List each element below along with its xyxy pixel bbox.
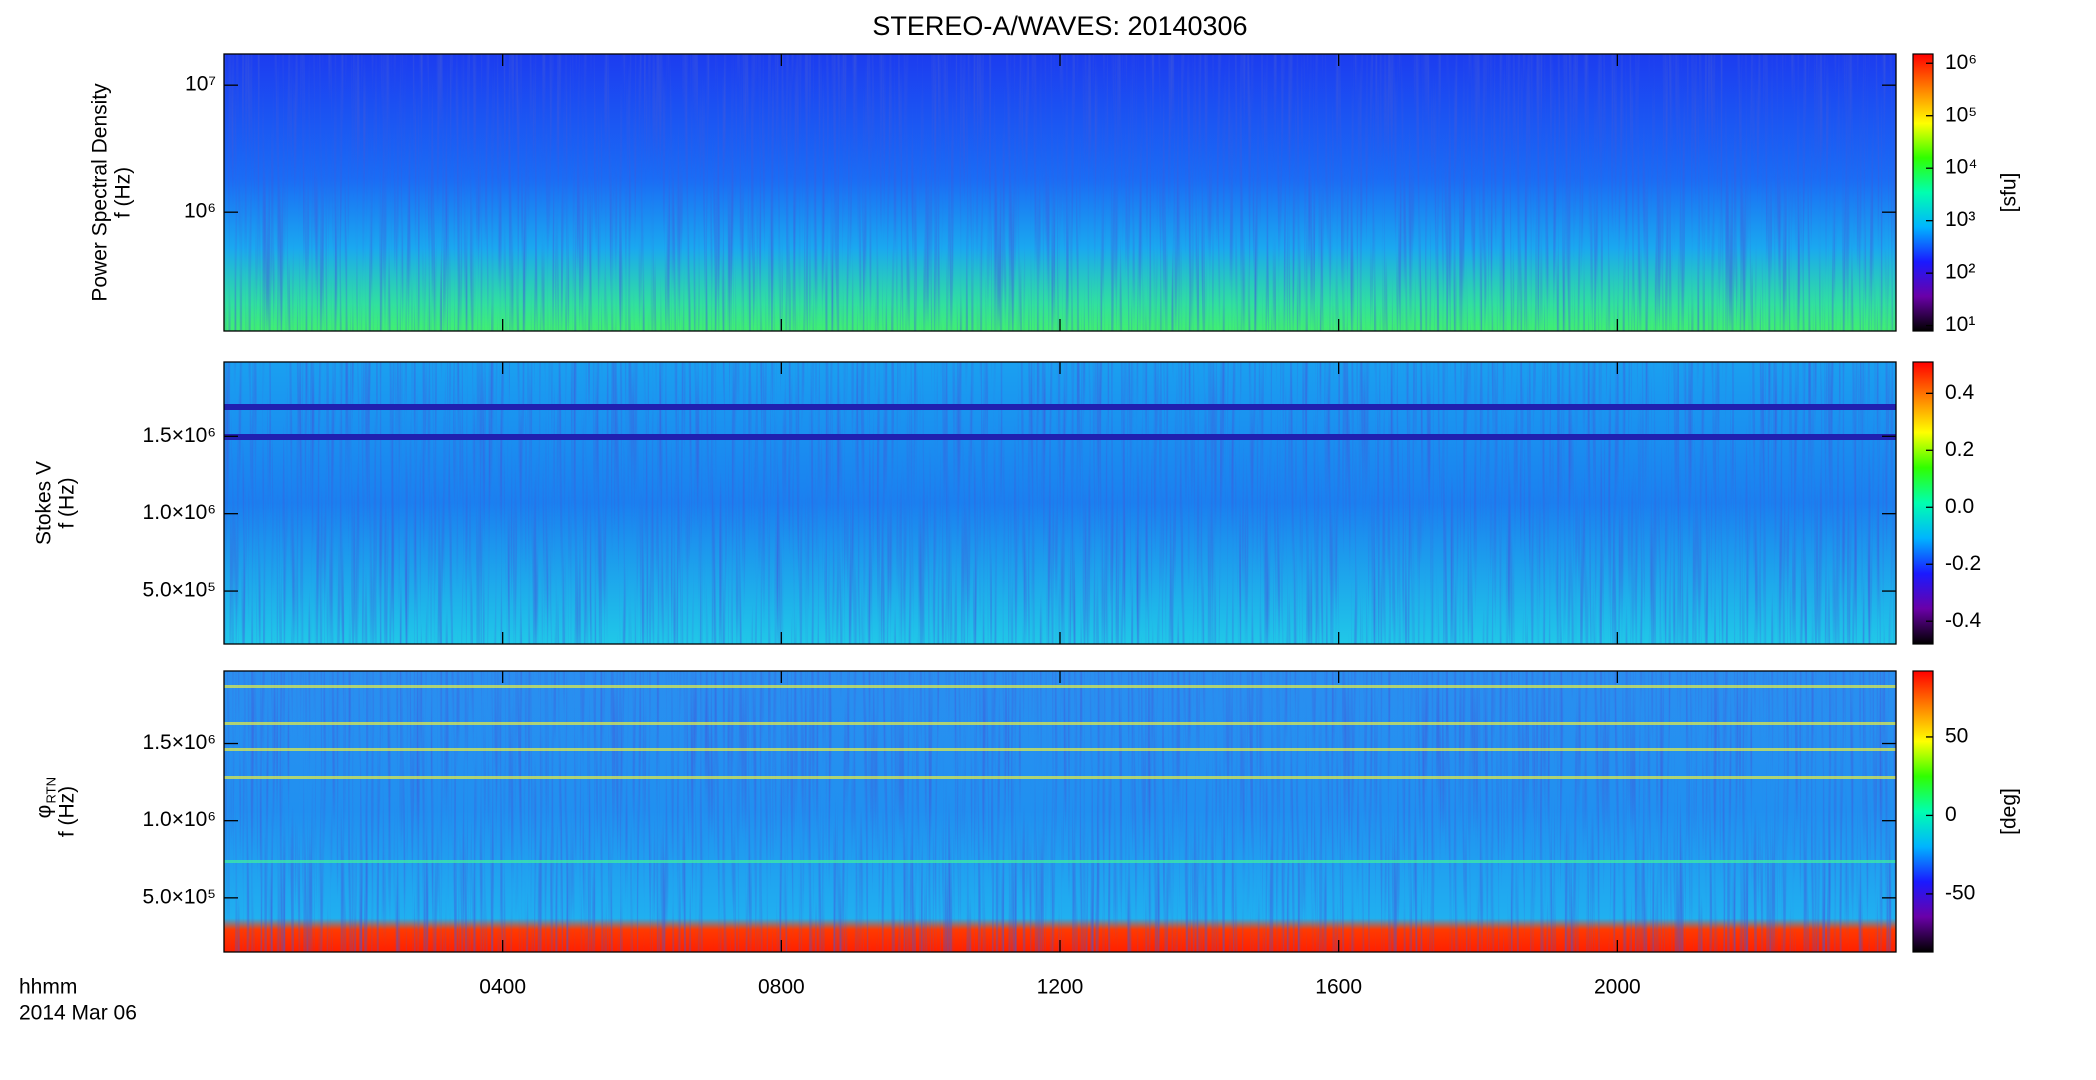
y-axis-label: Stokes V (33, 461, 56, 545)
colorbar-tick-label: 0.0 (1945, 495, 1974, 518)
y-axis-label-subscript: RTN (43, 777, 58, 803)
y-tick-label: 1.5×10⁶ (143, 424, 216, 447)
y-axis-label-line: f (Hz) (56, 477, 79, 528)
spectrogram-band (224, 748, 1896, 751)
colorbar (1912, 361, 1934, 645)
y-axis-label: Power Spectral Density (89, 83, 112, 302)
x-tick-label: 0800 (758, 976, 805, 999)
spectrogram-band (224, 404, 1896, 410)
x-axis-date: 2014 Mar 06 (19, 1002, 137, 1025)
y-tick-label: 5.0×10⁵ (142, 885, 216, 908)
y-axis-label: f (Hz) (112, 167, 135, 218)
colorbar (1912, 670, 1934, 953)
colorbar-tick-label: 0.2 (1945, 438, 1974, 461)
y-tick-label: 1.0×10⁶ (143, 501, 216, 524)
y-axis-label-line: Power Spectral Density (89, 83, 112, 302)
colorbar-tick-label: 10² (1945, 261, 1975, 284)
spectrogram-band (224, 685, 1896, 688)
x-tick-label: 0400 (479, 976, 526, 999)
colorbar-tick-label: -50 (1945, 881, 1975, 904)
y-axis-label-line: φ (33, 805, 56, 819)
y-tick-label: 10⁷ (185, 73, 216, 96)
colorbar-label-text: [sfu] (1998, 173, 2021, 213)
y-tick-label: 10⁶ (184, 200, 216, 223)
x-tick-label: 1200 (1037, 976, 1084, 999)
y-axis-label-line: Stokes V (33, 461, 56, 545)
spectrogram-texture (224, 671, 1896, 952)
colorbar-label-text: [deg] (1998, 788, 2021, 835)
y-axis-label-line: f (Hz) (112, 167, 135, 218)
y-axis-label: f (Hz) (56, 786, 79, 837)
x-tick-label: 2000 (1594, 976, 1641, 999)
x-axis-label: hhmm (19, 976, 77, 999)
colorbar-label: [sfu] (1998, 173, 2021, 213)
y-tick-label: 5.0×10⁵ (142, 579, 216, 602)
colorbar-tick-label: 0.4 (1945, 381, 1975, 404)
spectrogram-band (224, 776, 1896, 779)
x-tick-label: 1600 (1315, 976, 1362, 999)
colorbar-tick-label: 10¹ (1945, 313, 1975, 336)
spectrogram-band (224, 860, 1896, 863)
panel-backgrounds (224, 54, 1896, 952)
colorbar-label: [deg] (1998, 788, 2021, 835)
colorbar-tick-label: -0.2 (1945, 552, 1981, 575)
y-axis-label: f (Hz) (56, 477, 79, 528)
colorbar-tick-label: 0 (1945, 803, 1957, 826)
colorbar-tick-label: 10³ (1945, 208, 1975, 231)
colorbar-tick-label: 50 (1945, 724, 1968, 747)
colorbar-tick-label: -0.4 (1945, 609, 1982, 632)
spectrogram-band (224, 434, 1896, 440)
spectrogram-texture (224, 54, 1896, 331)
colorbar-tick-label: 10⁶ (1945, 51, 1977, 74)
spectrogram-band (224, 722, 1896, 725)
colorbar-tick-label: 10⁵ (1945, 103, 1977, 126)
y-axis-label: φ RTN (33, 777, 59, 818)
y-tick-label: 1.5×10⁶ (143, 731, 216, 754)
colorbar (1912, 53, 1934, 332)
colorbar-tick-label: 10⁴ (1945, 156, 1977, 179)
y-tick-label: 1.0×10⁶ (143, 808, 216, 831)
chart-title: STEREO-A/WAVES: 20140306 (872, 11, 1247, 41)
y-axis-label-line: f (Hz) (56, 786, 79, 837)
